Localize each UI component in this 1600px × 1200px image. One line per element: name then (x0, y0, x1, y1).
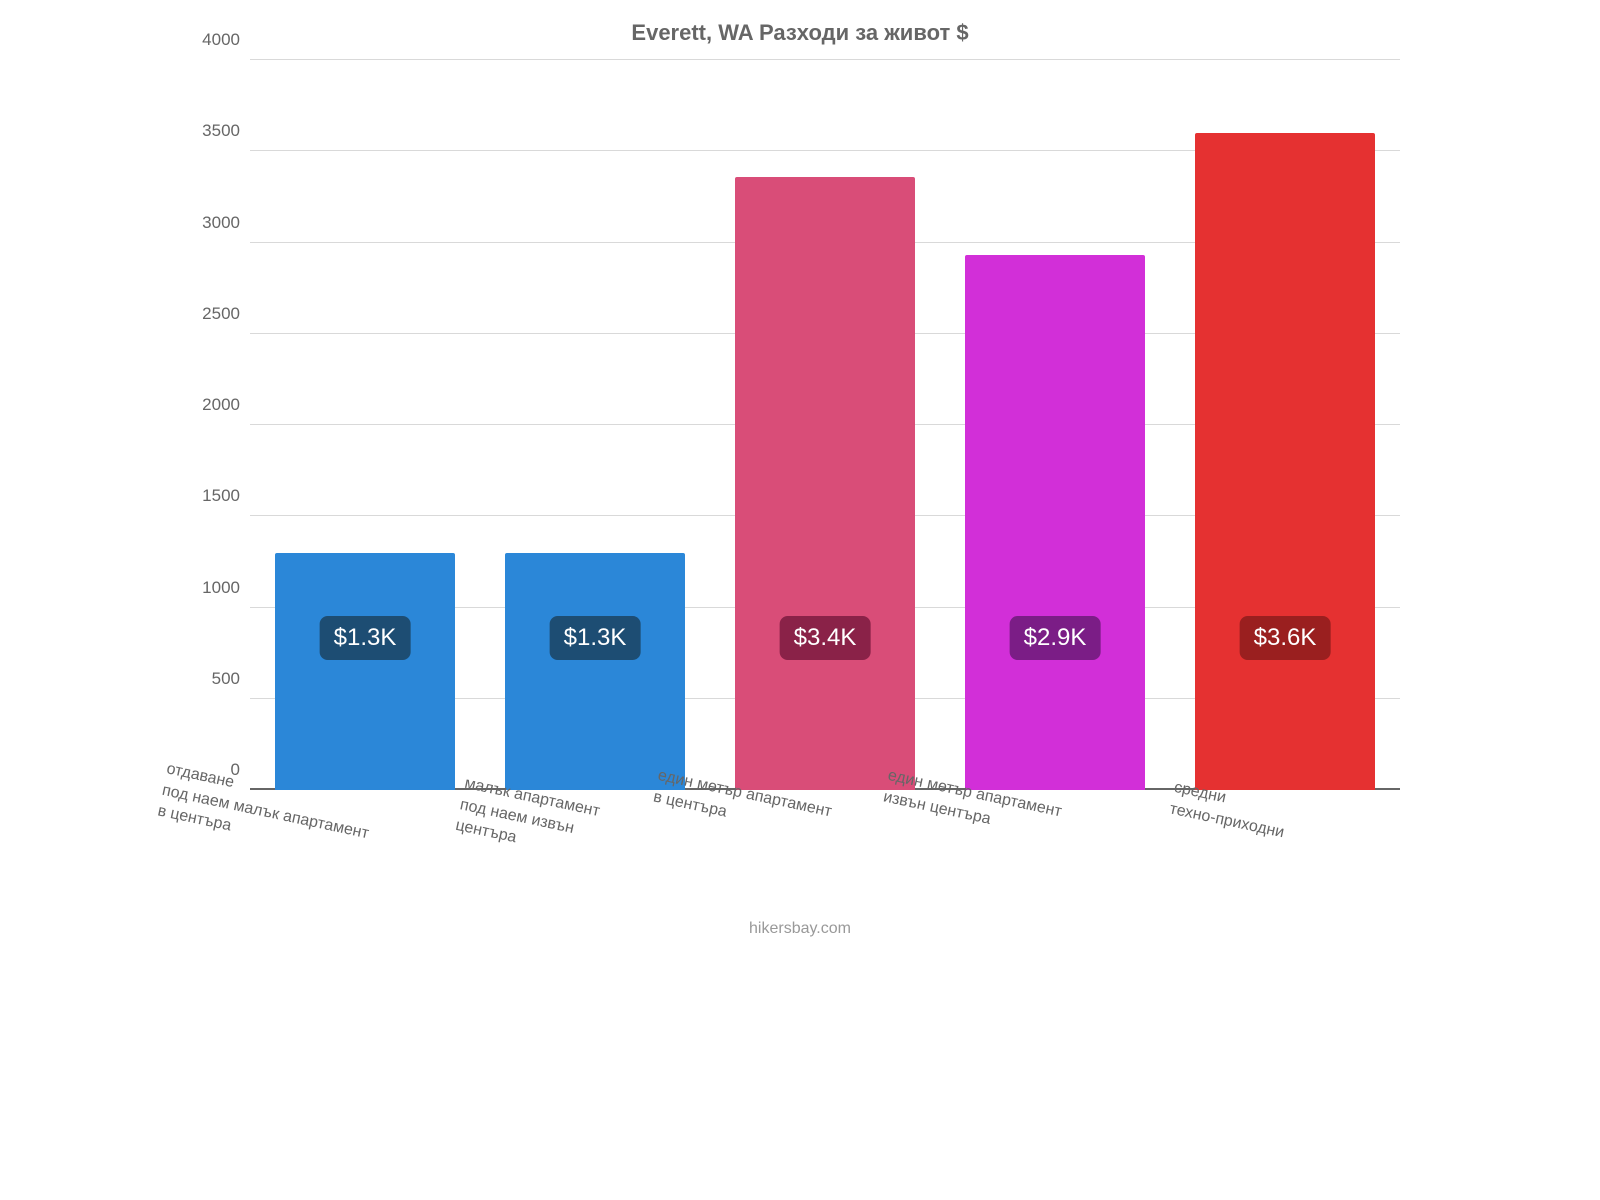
y-tick-label: 4000 (202, 30, 250, 50)
bar-slot: $2.9K (940, 60, 1170, 790)
y-tick-label: 2000 (202, 395, 250, 415)
bar-value-badge: $3.6K (1240, 616, 1331, 660)
bar-slot: $3.6K (1170, 60, 1400, 790)
bar-slot: $3.4K (710, 60, 940, 790)
bar-slot: $1.3K (250, 60, 480, 790)
y-tick-label: 3500 (202, 121, 250, 141)
chart-title: Everett, WA Разходи за живот $ (160, 20, 1440, 46)
y-tick-label: 500 (212, 669, 250, 689)
y-tick-label: 3000 (202, 213, 250, 233)
bar: $2.9K (965, 255, 1144, 790)
attribution-label: hikersbay.com (160, 920, 1440, 938)
bar-slot: $1.3K (480, 60, 710, 790)
bar: $3.6K (1195, 133, 1374, 790)
bar: $3.4K (735, 177, 914, 790)
bar-value-badge: $1.3K (550, 616, 641, 660)
bar: $1.3K (505, 553, 684, 790)
plot-area: $1.3K$1.3K$3.4K$2.9K$3.6K 05001000150020… (250, 60, 1400, 790)
cost-of-living-chart: Everett, WA Разходи за живот $ $1.3K$1.3… (160, 0, 1440, 960)
bar: $1.3K (275, 553, 454, 790)
y-tick-label: 2500 (202, 304, 250, 324)
bar-value-badge: $2.9K (1010, 616, 1101, 660)
bars-row: $1.3K $1.3K $3.4K $2.9K $3.6K (250, 60, 1400, 790)
bar-value-badge: $3.4K (780, 616, 871, 660)
bar-value-badge: $1.3K (320, 616, 411, 660)
y-tick-label: 1500 (202, 486, 250, 506)
y-tick-label: 1000 (202, 578, 250, 598)
